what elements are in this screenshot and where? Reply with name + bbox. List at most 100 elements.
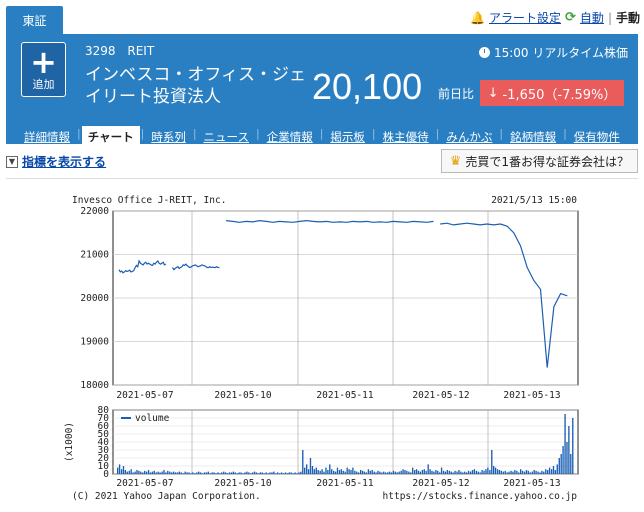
tab-8[interactable]: 銘柄情報: [510, 130, 557, 144]
plus-icon: +: [30, 43, 57, 81]
volume-bar: [462, 472, 464, 474]
volume-bar: [155, 472, 157, 474]
volume-bar: [144, 470, 146, 474]
volume-bar: [284, 472, 287, 474]
volume-y-tick: 20: [98, 453, 110, 464]
market-tab[interactable]: 東証: [6, 6, 63, 34]
price-x-tick: 2021-05-07: [116, 390, 173, 401]
volume-bar: [178, 471, 181, 474]
volume-bar: [315, 467, 317, 474]
volume-bar: [288, 472, 290, 474]
volume-bar: [541, 470, 543, 474]
volume-bar: [252, 472, 254, 474]
volume-bar: [531, 471, 533, 474]
volume-bar: [302, 450, 304, 474]
volume-bar: [402, 469, 404, 474]
volume-bar: [174, 472, 177, 474]
volume-bar: [529, 472, 531, 474]
volume-bar: [448, 470, 451, 474]
add-portfolio-button[interactable]: + 追加: [21, 42, 66, 97]
tab-9[interactable]: 保有物件: [573, 130, 620, 144]
volume-bar: [161, 471, 163, 474]
volume-bar: [464, 471, 466, 474]
volume-bar: [390, 472, 393, 474]
volume-bar: [327, 470, 329, 474]
stock-price: 20,100: [312, 66, 423, 107]
volume-bar: [248, 472, 250, 474]
broker-compare-button[interactable]: ♛ 売買で1番お得な証券会社は？: [440, 149, 638, 173]
volume-bar: [485, 469, 487, 474]
auto-refresh-link[interactable]: 自動: [579, 11, 604, 25]
volume-bar: [506, 472, 508, 474]
tab-5[interactable]: 掲示板: [330, 130, 365, 144]
tab-separator: |: [499, 127, 504, 140]
volume-bar: [516, 470, 518, 474]
volume-bar: [130, 469, 132, 474]
volume-bar: [242, 473, 244, 474]
volume-bar: [552, 466, 555, 474]
volume-bar: [261, 472, 263, 474]
stock-chart: Invesco Office J-REIT, Inc. 2021/5/13 15:…: [64, 195, 579, 502]
volume-bar: [205, 472, 208, 474]
volume-bar: [136, 470, 138, 474]
volume-bar: [502, 471, 505, 474]
bell-icon: 🔔: [470, 10, 485, 25]
tab-0[interactable]: 詳細情報: [24, 130, 70, 144]
tab-4[interactable]: 企業情報: [266, 130, 313, 144]
volume-bar: [412, 467, 414, 474]
volume-bar: [425, 470, 427, 474]
volume-bar: [186, 472, 188, 474]
volume-bar: [126, 471, 128, 474]
volume-bar: [356, 471, 358, 474]
volume-bar: [388, 471, 391, 474]
volume-bar: [466, 472, 468, 474]
volume-x-tick: 2021-05-07: [116, 478, 173, 489]
volume-bar: [298, 472, 300, 474]
volume-bar: [118, 464, 121, 474]
show-indicator-toggle[interactable]: ▼ 指標を表示する: [6, 153, 106, 170]
volume-bar: [406, 470, 408, 474]
volume-bar: [163, 470, 165, 474]
volume-bar: [523, 471, 526, 474]
volume-x-tick: 2021-05-10: [214, 478, 271, 489]
volume-bar: [188, 472, 190, 474]
volume-legend-label: volume: [135, 413, 170, 424]
volume-bar: [325, 467, 327, 474]
volume-bar: [481, 470, 483, 474]
volume-bar: [167, 470, 169, 474]
volume-bar: [234, 472, 236, 474]
volume-bar: [385, 472, 387, 474]
show-indicator-link[interactable]: 指標を表示する: [22, 155, 107, 169]
volume-bar: [408, 471, 410, 474]
alert-settings-link[interactable]: アラート設定: [489, 11, 562, 25]
volume-bar: [508, 471, 510, 474]
volume-bar: [392, 470, 395, 474]
volume-bar: [446, 470, 449, 474]
volume-bar: [414, 470, 416, 474]
volume-bar: [333, 470, 335, 474]
tab-separator: |: [77, 127, 81, 140]
tab-6[interactable]: 株主優待: [382, 130, 429, 144]
volume-bar: [319, 470, 321, 474]
volume-bar: [471, 470, 474, 474]
volume-bar: [338, 470, 341, 474]
volume-bar: [423, 469, 425, 474]
price-line-1: [171, 263, 220, 271]
tab-1[interactable]: チャート: [81, 126, 140, 144]
tab-3[interactable]: ニュース: [203, 130, 249, 144]
volume-bar: [456, 471, 458, 474]
volume-bar: [539, 472, 541, 474]
volume-bar: [367, 469, 370, 474]
volume-bar: [331, 469, 333, 474]
price-y-tick: 18000: [80, 380, 109, 391]
manual-refresh[interactable]: 手動: [615, 11, 640, 25]
volume-bar: [290, 472, 292, 474]
tab-2[interactable]: 時系列: [151, 130, 186, 144]
top-links: 🔔 アラート設定 ⟳ 自動 | 手動: [470, 9, 640, 26]
realtime-text: 15:00 リアルタイム株価: [493, 46, 628, 60]
volume-bar: [533, 470, 535, 474]
volume-bar: [344, 471, 346, 474]
volume-bar: [442, 470, 445, 474]
volume-bar: [504, 470, 506, 474]
tab-7[interactable]: みんかぶ: [446, 130, 493, 144]
